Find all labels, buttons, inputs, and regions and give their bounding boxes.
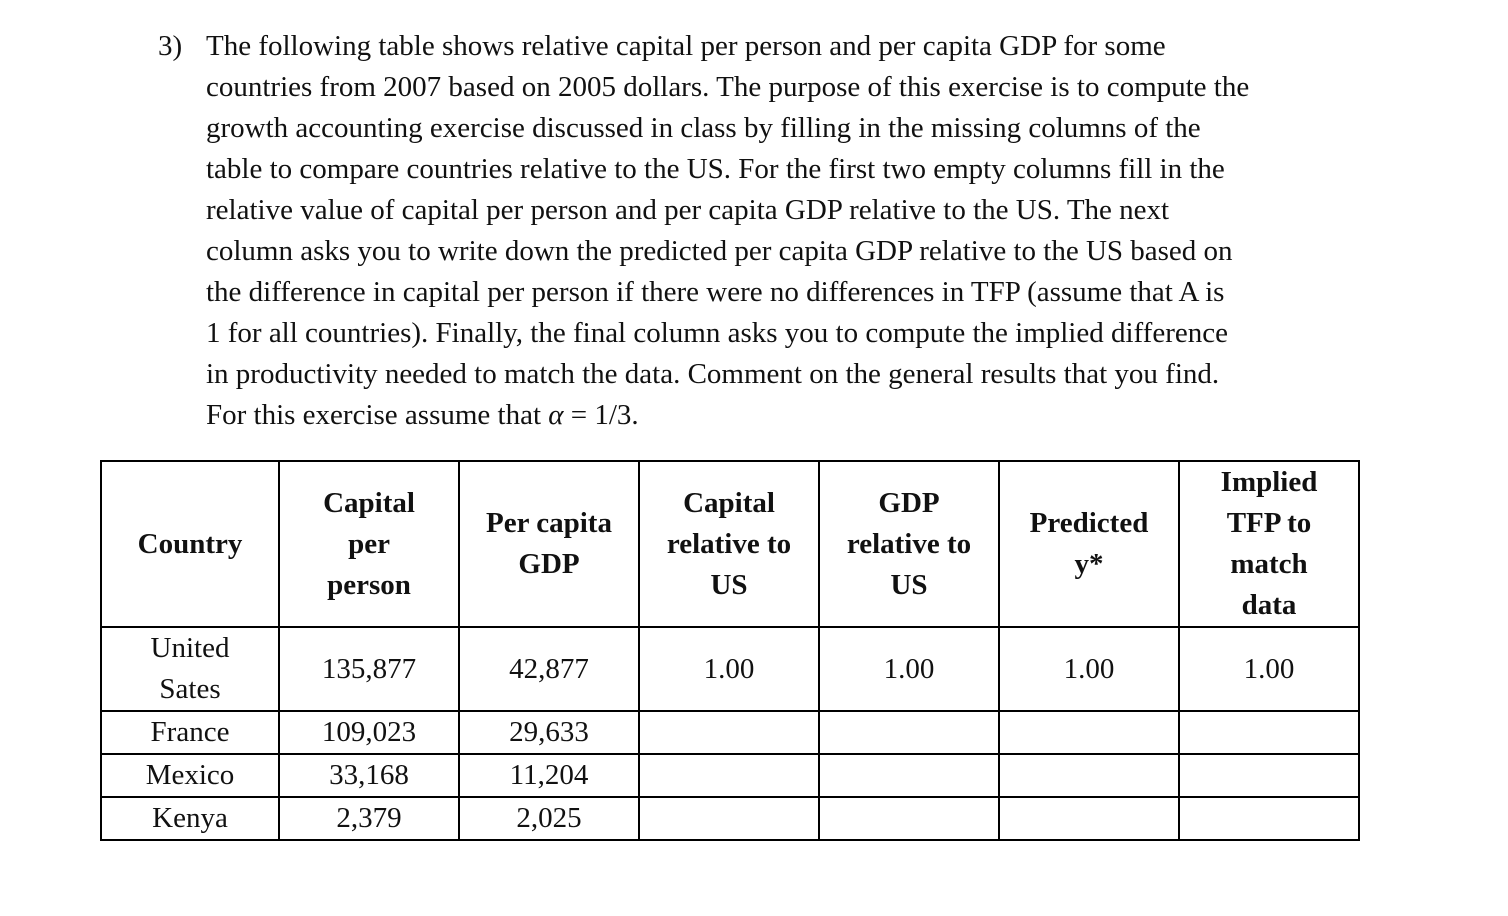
question-line: table to compare countries relative to t… [206,153,1225,185]
cell-per-capita-gdp: 29,633 [458,710,640,755]
growth-accounting-table: Country Capital per person Per capita GD… [100,460,1360,841]
question-last-line: For this exercise assume that α = 1/3. [206,395,1378,436]
table-header-row: Country Capital per person Per capita GD… [100,460,1360,628]
alpha-symbol: α [548,399,564,431]
cell-gdp-relative [818,753,1000,798]
cell-predicted-y: 1.00 [998,626,1180,712]
question-line: in productivity needed to match the data… [206,358,1220,390]
cell-gdp-relative [818,710,1000,755]
cell-capital-relative [638,753,820,798]
cell-gdp-relative: 1.00 [818,626,1000,712]
question-line: growth accounting exercise discussed in … [206,112,1201,144]
question-block: 3) The following table shows relative ca… [158,26,1378,436]
cell-implied-tfp [1178,753,1360,798]
cell-per-capita-gdp: 11,204 [458,753,640,798]
header-capital-per-person: Capital per person [278,460,460,628]
cell-country: France [100,710,280,755]
cell-capital-relative: 1.00 [638,626,820,712]
cell-country: Kenya [100,796,280,841]
cell-capital-relative [638,710,820,755]
question-line: relative value of capital per person and… [206,194,1170,226]
cell-implied-tfp [1178,710,1360,755]
question-line: 1 for all countries). Finally, the final… [206,317,1228,349]
cell-per-capita-gdp: 42,877 [458,626,640,712]
question-last-suffix: = 1/3. [563,399,639,431]
header-gdp-relative: GDP relative to US [818,460,1000,628]
question-line: The following table shows relative capit… [206,30,1166,62]
cell-country: Mexico [100,753,280,798]
table-row: United Sates 135,877 42,877 1.00 1.00 1.… [100,626,1360,712]
cell-country: United Sates [100,626,280,712]
question-text: The following table shows relative capit… [206,26,1378,436]
cell-predicted-y [998,753,1180,798]
question-last-prefix: For this exercise assume that [206,399,549,431]
table-row: Mexico 33,168 11,204 [100,753,1360,798]
header-implied-tfp: Implied TFP to match data [1178,460,1360,628]
cell-capital-per-person: 135,877 [278,626,460,712]
question-number: 3) [158,30,183,62]
header-country: Country [100,460,280,628]
question-line: the difference in capital per person if … [206,276,1225,308]
cell-gdp-relative [818,796,1000,841]
cell-predicted-y [998,796,1180,841]
cell-capital-per-person: 33,168 [278,753,460,798]
cell-capital-per-person: 2,379 [278,796,460,841]
question-line: column asks you to write down the predic… [206,235,1233,267]
table-row: France 109,023 29,633 [100,710,1360,755]
header-per-capita-gdp: Per capita GDP [458,460,640,628]
cell-implied-tfp [1178,796,1360,841]
cell-capital-relative [638,796,820,841]
cell-capital-per-person: 109,023 [278,710,460,755]
cell-predicted-y [998,710,1180,755]
table-row: Kenya 2,379 2,025 [100,796,1360,841]
header-predicted-y: Predicted y* [998,460,1180,628]
question-line: countries from 2007 based on 2005 dollar… [206,71,1250,103]
cell-implied-tfp: 1.00 [1178,626,1360,712]
header-capital-relative: Capital relative to US [638,460,820,628]
cell-per-capita-gdp: 2,025 [458,796,640,841]
